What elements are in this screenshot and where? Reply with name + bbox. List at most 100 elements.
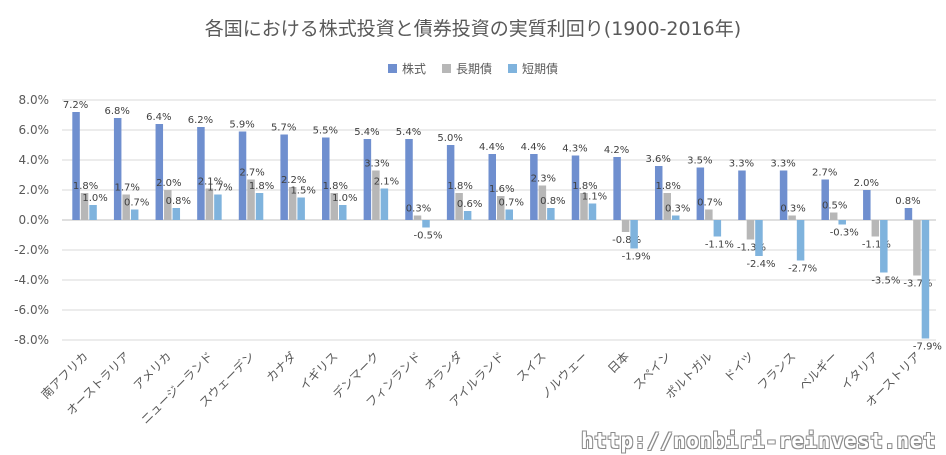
bar-long-bonds xyxy=(80,193,89,220)
bar-long-bonds xyxy=(164,190,172,220)
bar-short-bonds xyxy=(713,220,722,237)
y-tick-label: 0.0% xyxy=(19,213,50,227)
bar-long-bonds xyxy=(372,170,380,220)
bar-stocks xyxy=(72,112,80,220)
legend-label-long-bonds: 長期債 xyxy=(455,62,492,76)
data-label: 1.0% xyxy=(82,193,107,204)
data-label: 6.2% xyxy=(188,115,213,126)
data-label: 3.3% xyxy=(770,159,795,170)
data-label: 2.2% xyxy=(281,175,306,186)
bar-long-bonds xyxy=(871,220,880,237)
data-label: 0.7% xyxy=(697,198,722,209)
bar-stocks xyxy=(363,139,372,220)
bar-short-bonds xyxy=(130,209,139,220)
x-tick-label: 日本 xyxy=(605,349,632,376)
data-label: 0.3% xyxy=(665,204,690,215)
bar-short-bonds xyxy=(172,208,181,220)
legend-item-short-bonds: 短期債 xyxy=(508,60,558,77)
bar-stocks xyxy=(488,154,496,220)
bar-short-bonds xyxy=(671,215,680,220)
bar-long-bonds xyxy=(205,188,214,220)
data-label: 6.4% xyxy=(146,112,171,123)
bar-long-bonds xyxy=(788,215,796,220)
watermark-url: http://nonbiri-reinvest.net xyxy=(581,429,936,453)
data-label: -2.4% xyxy=(746,259,775,270)
data-label: 0.7% xyxy=(124,198,149,209)
x-tick-label: スペイン xyxy=(630,349,673,392)
bar-stocks xyxy=(322,137,330,220)
y-tick-label: -2.0% xyxy=(14,243,49,257)
data-label: 2.3% xyxy=(531,174,556,185)
bar-short-bonds xyxy=(796,220,805,261)
data-label: 0.8% xyxy=(895,196,920,207)
bar-long-bonds xyxy=(663,193,671,220)
x-tick-label: ドイツ xyxy=(721,349,756,384)
data-label: 4.3% xyxy=(562,144,587,155)
data-label: 0.6% xyxy=(457,199,482,210)
legend: 株式 長期債 短期債 xyxy=(0,60,946,77)
data-label: -2.7% xyxy=(788,264,817,275)
legend-swatch-stocks xyxy=(387,64,397,73)
bar-long-bonds xyxy=(455,193,463,220)
bar-short-bonds xyxy=(505,209,513,220)
bar-short-bonds xyxy=(339,205,347,220)
bar-stocks xyxy=(696,167,705,220)
data-label: 5.4% xyxy=(396,127,421,138)
data-label: 0.5% xyxy=(822,201,847,212)
legend-swatch-short-bonds xyxy=(508,64,517,73)
data-label: 1.6% xyxy=(489,184,514,195)
data-label: 1.8% xyxy=(572,181,597,192)
data-label: 3.3% xyxy=(364,159,389,170)
data-label: 1.8% xyxy=(447,181,472,192)
x-tick-label: スイス xyxy=(514,349,549,384)
data-label: 5.5% xyxy=(313,126,338,137)
bar-long-bonds xyxy=(247,179,255,220)
data-label: 2.0% xyxy=(156,178,181,189)
bar-stocks xyxy=(238,131,247,220)
data-label: 6.8% xyxy=(104,106,129,117)
data-label: 7.2% xyxy=(63,100,88,111)
bar-short-bonds xyxy=(422,220,430,228)
bar-stocks xyxy=(405,139,413,220)
chart-title: 各国における株式投資と債券投資の実質利回り(1900-2016年) xyxy=(204,18,742,40)
bar-stocks xyxy=(530,154,538,220)
bar-short-bonds xyxy=(921,220,930,339)
y-tick-label: 4.0% xyxy=(19,153,50,167)
data-label: 0.7% xyxy=(499,198,524,209)
data-label: -7.9% xyxy=(913,342,942,353)
data-label: 1.8% xyxy=(656,181,681,192)
bar-short-bonds xyxy=(297,197,305,220)
x-tick-label: カナダ xyxy=(263,349,299,385)
y-tick-label: 6.0% xyxy=(19,123,50,137)
bar-short-bonds xyxy=(838,220,846,225)
data-label: 5.4% xyxy=(354,127,379,138)
bar-short-bonds xyxy=(880,220,888,273)
data-label: 0.3% xyxy=(780,204,805,215)
legend-label-short-bonds: 短期債 xyxy=(522,62,559,76)
x-tick-label: ニュージーランド xyxy=(138,349,216,427)
bar-long-bonds xyxy=(746,220,755,240)
data-label: 0.3% xyxy=(406,204,431,215)
data-label: 4.2% xyxy=(604,145,629,156)
y-tick-label: 8.0% xyxy=(19,93,50,107)
bar-stocks xyxy=(904,208,913,220)
bar-stocks xyxy=(571,155,580,220)
data-label: 4.4% xyxy=(479,142,504,153)
data-label: 3.5% xyxy=(687,156,712,167)
bar-short-bonds xyxy=(755,220,763,256)
data-label: -3.5% xyxy=(871,276,900,287)
data-label: 1.7% xyxy=(207,183,232,194)
y-tick-label: -8.0% xyxy=(14,333,49,347)
data-label: -1.9% xyxy=(622,252,651,263)
data-label: -1.3% xyxy=(737,243,766,254)
bar-short-bonds xyxy=(547,208,555,220)
data-label: -3.7% xyxy=(903,279,932,290)
data-label: 2.7% xyxy=(239,168,264,179)
bar-stocks xyxy=(821,179,829,220)
bar-stocks xyxy=(779,170,788,220)
bar-short-bonds xyxy=(89,205,97,220)
data-label: 5.9% xyxy=(229,120,254,131)
legend-swatch-long-bonds xyxy=(441,64,451,73)
data-label: 1.7% xyxy=(114,183,139,194)
